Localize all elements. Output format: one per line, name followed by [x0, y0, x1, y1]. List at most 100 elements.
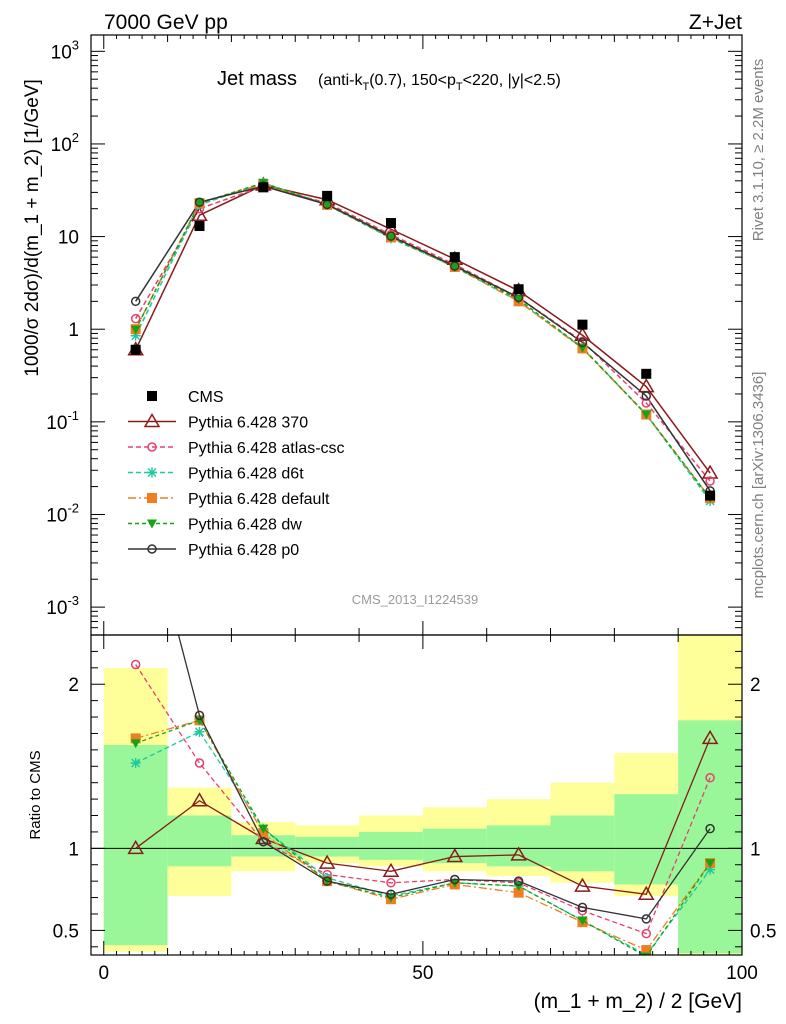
- data-point: [577, 337, 588, 348]
- x-tick-label: 100: [726, 963, 758, 984]
- ratio-point: [130, 733, 141, 744]
- analysis-id: CMS_2013_I1224539: [352, 592, 479, 607]
- ratio-point: [641, 945, 652, 955]
- cms-point: [577, 319, 588, 330]
- ratio-point: [194, 710, 205, 721]
- legend: CMS Pythia 6.428 370 Pythia 6.428 atlas-cs…: [128, 389, 345, 559]
- ratio-point: [132, 467, 140, 475]
- ratio-point: [130, 739, 141, 749]
- legend-marker: [147, 544, 157, 554]
- ratio-line: [177, 635, 711, 920]
- ratio-y-tick-label: 0.5: [53, 921, 79, 942]
- ratio-y-tick-label-right: 0.5: [750, 921, 776, 942]
- ratio-bands: [91, 635, 742, 955]
- ratio-point: [258, 837, 269, 847]
- legend-label: Pythia 6.428 dw: [188, 517, 302, 534]
- stat-uncertainty-band: [614, 794, 679, 885]
- cms-point: [130, 344, 141, 355]
- ratio-y-axis-label: Ratio to CMS: [27, 750, 44, 839]
- data-point: [513, 295, 524, 305]
- ratio-line: [135, 719, 711, 955]
- legend-marker: [147, 493, 157, 503]
- y-tick-label: 102: [51, 130, 79, 156]
- cms-point: [641, 368, 652, 379]
- x-axis-label: (m_1 + m_2) / 2 [GeV]: [534, 990, 742, 1013]
- cms-point: [705, 490, 716, 501]
- cms-point: [322, 190, 333, 201]
- ratio-y-tick-label: 2: [68, 675, 79, 696]
- rivet-version: Rivet 3.1.10, ≥ 2.2M events: [750, 59, 767, 242]
- data-point: [705, 476, 715, 486]
- ratio-point: [641, 952, 652, 955]
- y-tick-label: 1: [68, 320, 79, 341]
- ratio-point: [510, 846, 527, 861]
- y-tick-label: 10-3: [46, 593, 79, 619]
- data-point: [130, 296, 141, 307]
- ratio-point: [322, 876, 332, 886]
- ratio-point: [513, 876, 524, 886]
- ratio-point: [641, 914, 652, 924]
- stat-uncertainty-band: [550, 815, 615, 872]
- ratio-y-tick-label-right: 1: [750, 839, 761, 860]
- series-line: [135, 185, 711, 482]
- ratio-point: [513, 887, 524, 898]
- process-label: Z+Jet: [689, 11, 742, 34]
- stat-uncertainty-band: [167, 815, 232, 867]
- ratio-point: [637, 885, 655, 901]
- site-reference: mcplots.cern.ch [arXiv:1306.3436]: [750, 372, 767, 599]
- ratio-point: [446, 848, 464, 863]
- stat-uncertainty-band: [678, 720, 742, 954]
- ratio-point: [382, 862, 400, 878]
- data-point: [701, 464, 719, 479]
- legend-label: Pythia 6.428 atlas-csc: [188, 440, 345, 457]
- ratio-point: [577, 916, 588, 926]
- energy-label: 7000 GeV pp: [104, 11, 228, 34]
- y-tick-label: 10: [58, 228, 79, 249]
- legend-label: Pythia 6.428 d6t: [188, 466, 304, 483]
- cms-point: [258, 182, 269, 193]
- ratio-point: [577, 902, 588, 913]
- y-tick-label: 10-1: [46, 408, 79, 434]
- series-line: [134, 184, 711, 474]
- ratio-point: [194, 758, 205, 768]
- ratio-point: [701, 729, 719, 745]
- legend-marker: [143, 413, 161, 428]
- ratio-series-layer: [127, 467, 719, 955]
- data-point: [191, 206, 208, 221]
- y-tick-label: 103: [51, 37, 79, 63]
- legend-marker: [147, 442, 157, 452]
- ratio-point: [258, 824, 269, 834]
- data-point: [194, 199, 205, 209]
- series-line: [135, 185, 711, 492]
- ratio-point: [705, 823, 715, 834]
- ratio-point: [130, 758, 141, 768]
- legend-label: Pythia 6.428 370: [188, 415, 308, 432]
- ratio-line: [135, 719, 711, 951]
- data-point: [322, 200, 333, 210]
- ratio-point: [705, 773, 715, 783]
- legend-label: Pythia 6.428 p0: [188, 542, 299, 559]
- series-line: [135, 182, 711, 499]
- ratio-line: [135, 738, 711, 895]
- axes-layer: 0 50 100 10-3 10-2 10-1 1 10 102 103 0.5 0.5 1 1 2 2: [46, 34, 776, 984]
- ratio-point: [705, 864, 716, 875]
- data-point: [130, 325, 141, 335]
- cms-point: [385, 218, 396, 229]
- data-point: [641, 410, 652, 420]
- cms-point: [449, 252, 460, 263]
- data-point: [449, 262, 460, 272]
- main-series-layer: [127, 176, 719, 506]
- y-tick-label: 10-2: [46, 500, 79, 526]
- chart-subtitle: (anti-kT(0.7), 150<pT<220, |y|<2.5): [318, 72, 561, 93]
- ratio-point: [318, 854, 336, 869]
- data-point: [386, 231, 396, 241]
- legend-marker: [147, 467, 157, 478]
- data-point: [637, 378, 655, 393]
- chart-title: Jet mass: [217, 68, 297, 90]
- ratio-point: [127, 839, 144, 855]
- data-point: [130, 330, 141, 341]
- legend-marker: [147, 391, 157, 401]
- stat-uncertainty-band: [103, 744, 168, 946]
- data-point: [194, 197, 205, 207]
